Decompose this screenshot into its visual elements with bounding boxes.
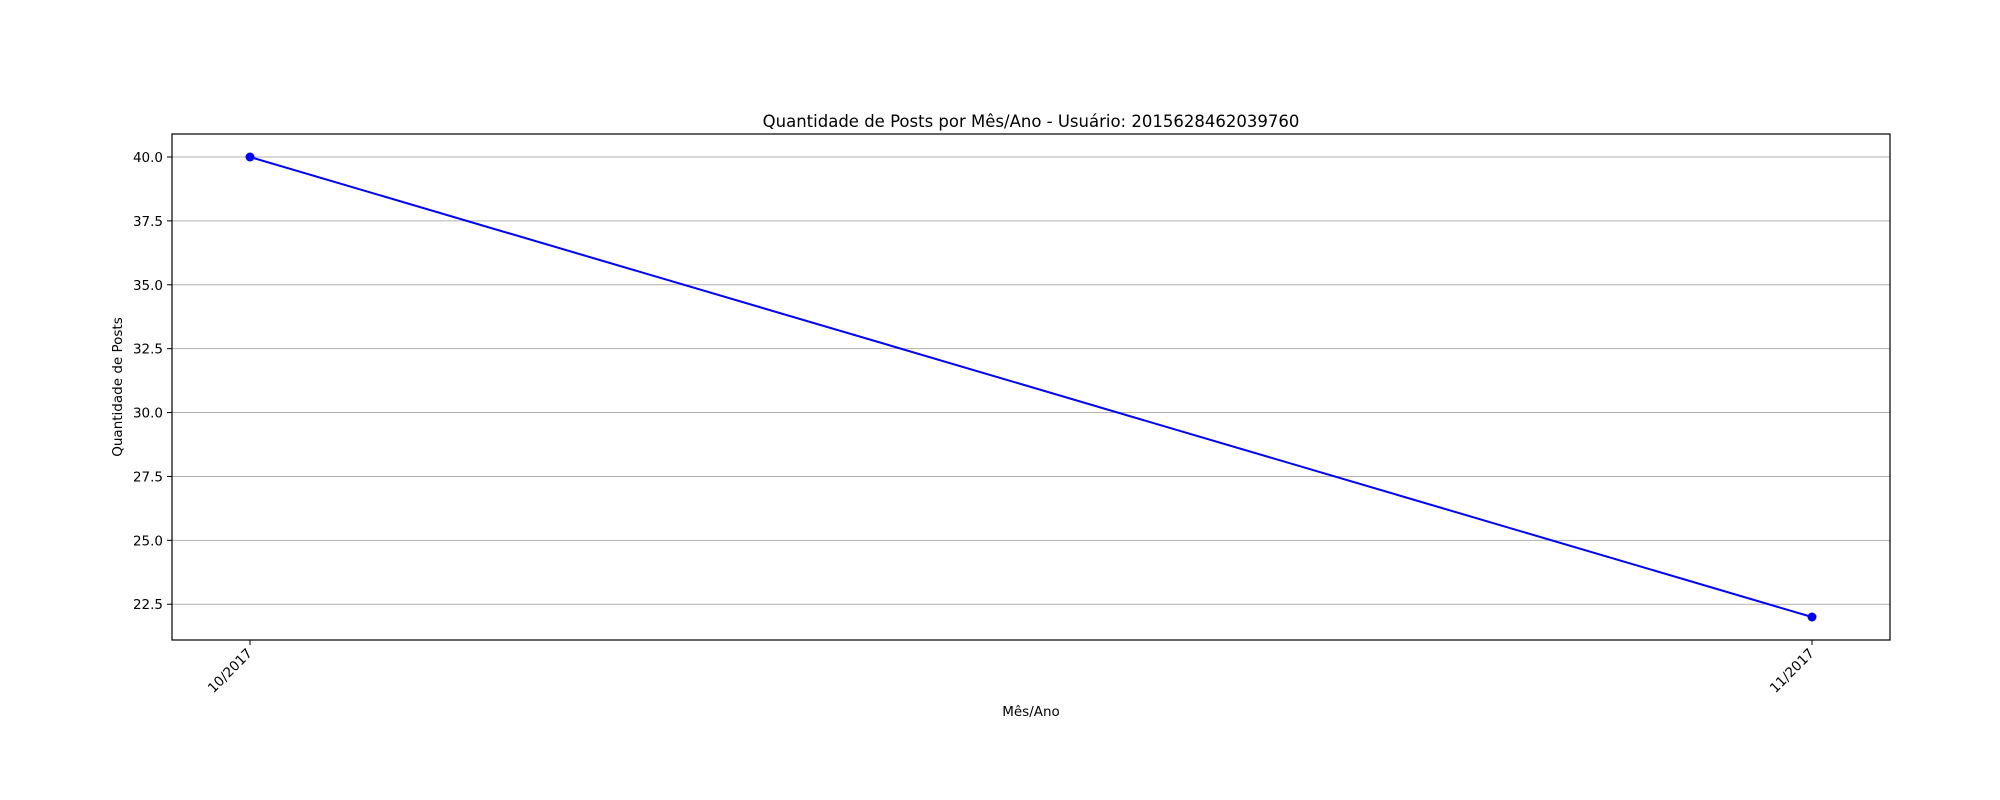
series-polyline	[249, 156, 1813, 618]
grid-lines	[172, 156, 1890, 605]
y-axis-title: Quantidade de Posts	[110, 317, 126, 457]
y-tick-label: 27.5	[133, 469, 163, 485]
y-tick-label: 32.5	[133, 342, 163, 358]
y-tick-label: 30.0	[133, 406, 163, 422]
x-axis-title: Mês/Ano	[1002, 704, 1060, 720]
data-point	[245, 152, 255, 162]
y-tick-label: 35.0	[133, 278, 163, 294]
data-point	[1807, 612, 1817, 622]
y-tick-label: 37.5	[133, 214, 163, 230]
y-tick-label: 40.0	[133, 150, 163, 166]
y-tick-label: 25.0	[133, 533, 163, 549]
y-axis: 22.5 25.0 27.5 30.0 32.5 35.0 37.5 40.0	[133, 150, 172, 613]
chart-title: Quantidade de Posts por Mês/Ano - Usuári…	[763, 112, 1300, 131]
series-line	[245, 152, 1817, 622]
plot-area-frame	[171, 133, 1891, 641]
y-tick-label: 22.5	[133, 597, 163, 613]
